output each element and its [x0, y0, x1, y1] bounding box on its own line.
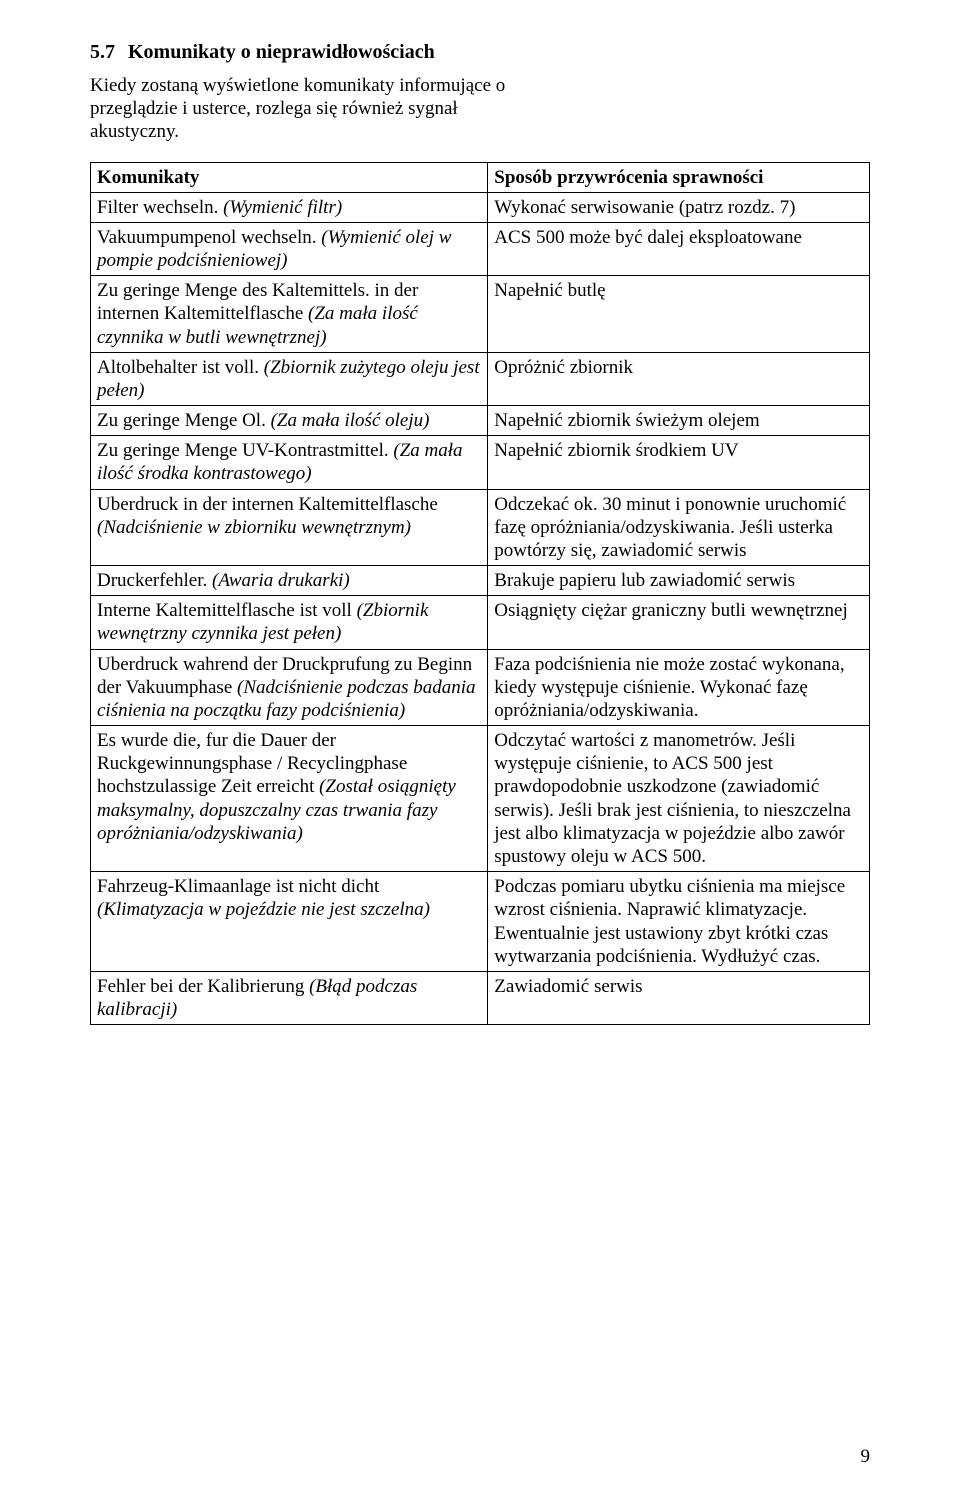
table-row: Altolbehalter ist voll. (Zbiornik zużyte…: [91, 352, 870, 405]
message-cell: Zu geringe Menge des Kaltemittels. in de…: [91, 276, 488, 353]
message-cell: Filter wechseln. (Wymienić filtr): [91, 192, 488, 222]
table-row: Zu geringe Menge UV-Kontrastmittel. (Za …: [91, 436, 870, 489]
table-row: Fahrzeug-Klimaanlage ist nicht dicht (Kl…: [91, 872, 870, 972]
page-number: 9: [861, 1446, 871, 1468]
message-cell: Fahrzeug-Klimaanlage ist nicht dicht (Kl…: [91, 872, 488, 972]
page: 5.7 Komunikaty o nieprawidłowościach Kie…: [0, 0, 960, 1488]
message-cell: Fehler bei der Kalibrierung (Błąd podcza…: [91, 971, 488, 1024]
messages-table: KomunikatySposób przywrócenia sprawności…: [90, 162, 870, 1026]
table-row: Zu geringe Menge des Kaltemittels. in de…: [91, 276, 870, 353]
table-header-left: Komunikaty: [91, 162, 488, 192]
message-cell: Es wurde die, fur die Dauer der Ruckgewi…: [91, 726, 488, 872]
message-cell: Uberdruck in der internen Kaltemittelfla…: [91, 489, 488, 566]
message-cell: Interne Kaltemittelflasche ist voll (Zbi…: [91, 596, 488, 649]
resolution-cell: Napełnić butlę: [488, 276, 870, 353]
resolution-cell: Odczytać wartości z manometrów. Jeśli wy…: [488, 726, 870, 872]
message-cell: Vakuumpumpenol wechseln. (Wymienić olej …: [91, 222, 488, 275]
resolution-cell: Faza podciśnienia nie może zostać wykona…: [488, 649, 870, 726]
section-number: 5.7: [90, 40, 128, 64]
table-row: Zu geringe Menge Ol. (Za mała ilość olej…: [91, 406, 870, 436]
message-cell: Uberdruck wahrend der Druckprufung zu Be…: [91, 649, 488, 726]
intro-paragraph: Kiedy zostaną wyświetlone komunikaty inf…: [90, 74, 510, 144]
message-cell: Altolbehalter ist voll. (Zbiornik zużyte…: [91, 352, 488, 405]
table-row: Filter wechseln. (Wymienić filtr)Wykonać…: [91, 192, 870, 222]
resolution-cell: ACS 500 może być dalej eksploatowane: [488, 222, 870, 275]
section-title: Komunikaty o nieprawidłowościach: [128, 40, 435, 64]
message-cell: Druckerfehler. (Awaria drukarki): [91, 566, 488, 596]
table-header-row: KomunikatySposób przywrócenia sprawności: [91, 162, 870, 192]
resolution-cell: Brakuje papieru lub zawiadomić serwis: [488, 566, 870, 596]
table-row: Fehler bei der Kalibrierung (Błąd podcza…: [91, 971, 870, 1024]
resolution-cell: Osiągnięty ciężar graniczny butli wewnęt…: [488, 596, 870, 649]
table-row: Uberdruck in der internen Kaltemittelfla…: [91, 489, 870, 566]
resolution-cell: Odczekać ok. 30 minut i ponownie uruchom…: [488, 489, 870, 566]
resolution-cell: Napełnić zbiornik świeżym olejem: [488, 406, 870, 436]
resolution-cell: Zawiadomić serwis: [488, 971, 870, 1024]
table-row: Uberdruck wahrend der Druckprufung zu Be…: [91, 649, 870, 726]
table-row: Druckerfehler. (Awaria drukarki)Brakuje …: [91, 566, 870, 596]
resolution-cell: Opróżnić zbiornik: [488, 352, 870, 405]
table-row: Es wurde die, fur die Dauer der Ruckgewi…: [91, 726, 870, 872]
resolution-cell: Podczas pomiaru ubytku ciśnienia ma miej…: [488, 872, 870, 972]
message-cell: Zu geringe Menge UV-Kontrastmittel. (Za …: [91, 436, 488, 489]
message-cell: Zu geringe Menge Ol. (Za mała ilość olej…: [91, 406, 488, 436]
table-row: Interne Kaltemittelflasche ist voll (Zbi…: [91, 596, 870, 649]
table-row: Vakuumpumpenol wechseln. (Wymienić olej …: [91, 222, 870, 275]
section-heading: 5.7 Komunikaty o nieprawidłowościach: [90, 40, 870, 64]
table-header-right: Sposób przywrócenia sprawności: [488, 162, 870, 192]
resolution-cell: Wykonać serwisowanie (patrz rozdz. 7): [488, 192, 870, 222]
resolution-cell: Napełnić zbiornik środkiem UV: [488, 436, 870, 489]
